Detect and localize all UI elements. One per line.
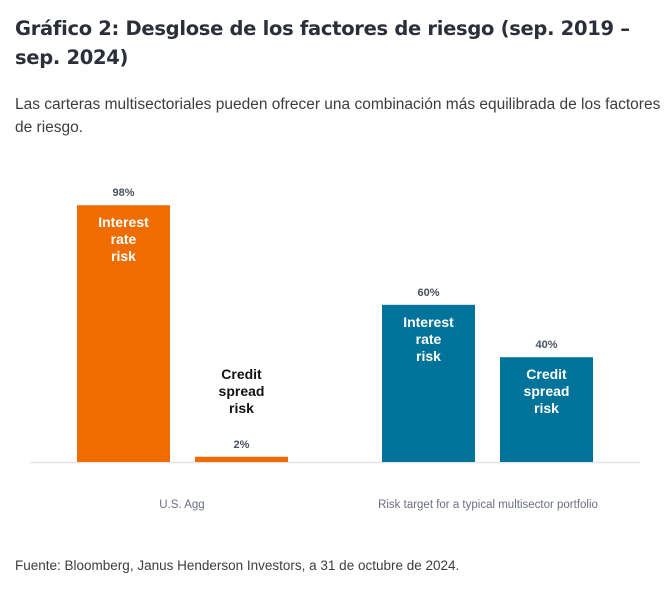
- bar-interest-rate-risk-multisector: [382, 304, 475, 462]
- category-label-multisector: Risk target for a typical multisector po…: [378, 499, 598, 511]
- series-label-interest-rate-risk-multisector: Interest rate risk: [403, 314, 454, 364]
- value-label-interest-rate-risk-multisector: 60%: [417, 287, 439, 299]
- bar-credit-spread-risk-us-agg: [195, 456, 288, 462]
- value-label-credit-spread-risk-us-agg: 2%: [234, 439, 250, 451]
- series-label-credit-spread-risk-us-agg: Credit spread risk: [219, 366, 265, 416]
- source-note: Fuente: Bloomberg, Janus Henderson Inves…: [15, 558, 460, 573]
- bar-chart: 98% Interest rate risk 2% Credit spread risk 60%…: [30, 187, 640, 511]
- chart-subtitle: Las carteras multisectoriales pueden ofr…: [15, 96, 661, 136]
- bar-credit-spread-risk-multisector: [500, 357, 593, 462]
- series-label-interest-rate-risk-us-agg: Interest rate risk: [98, 214, 149, 264]
- chart-title: Gráfico 2: Desglose de los factores de r…: [15, 17, 630, 69]
- category-label-us-agg: U.S. Agg: [159, 499, 204, 511]
- bar-interest-rate-risk-us-agg: [77, 205, 170, 463]
- value-label-interest-rate-risk-us-agg: 98%: [112, 187, 134, 199]
- series-label-credit-spread-risk-multisector: Credit spread risk: [524, 366, 570, 416]
- value-label-credit-spread-risk-multisector: 40%: [535, 339, 557, 351]
